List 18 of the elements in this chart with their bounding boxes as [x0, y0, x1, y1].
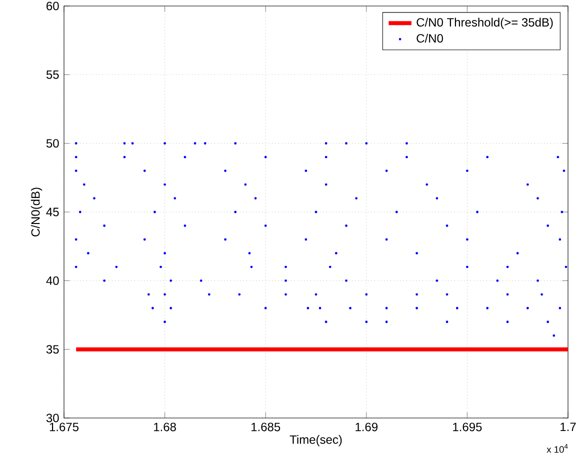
- legend-label: C/N0 Threshold(>= 35dB): [416, 18, 553, 29]
- y-tick-label: 55: [46, 70, 59, 79]
- x-tick-label: 1.68: [154, 422, 176, 432]
- x-tick-label: 1.695: [453, 422, 482, 432]
- y-tick-label: 45: [46, 208, 59, 216]
- y-tick-label: 40: [46, 276, 59, 285]
- y-tick-label: 50: [46, 139, 59, 148]
- x-tick-label: 1.675: [50, 422, 79, 432]
- x-axis-title: Time(sec): [290, 435, 342, 446]
- y-axis-title: C/N0(dB): [30, 188, 42, 236]
- x-tick-label: 1.69: [356, 422, 378, 432]
- x-tick-label: 1.7: [560, 422, 576, 431]
- text: x 10$^{4}$: [546, 444, 568, 453]
- x-tick-label: 1.685: [252, 422, 280, 432]
- legend-label: C/N0: [416, 34, 443, 43]
- y-tick-label: 30: [46, 414, 59, 422]
- y-tick-label: 60: [46, 2, 59, 10]
- y-tick-label: 35: [46, 345, 59, 354]
